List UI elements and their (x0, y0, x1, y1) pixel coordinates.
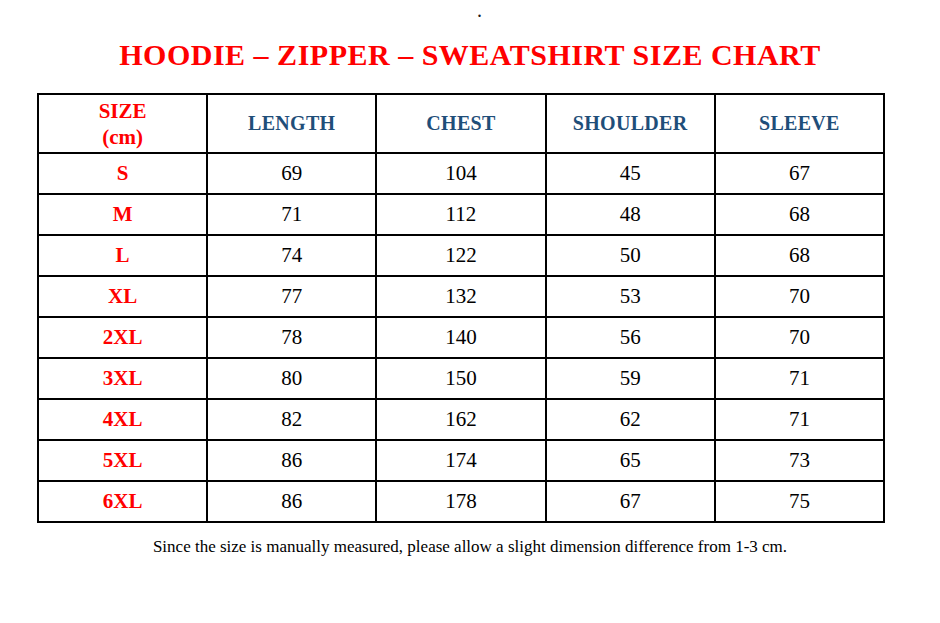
shoulder-value: 65 (546, 440, 715, 481)
shoulder-value: 67 (546, 481, 715, 522)
size-header-line2: (cm) (39, 124, 206, 150)
chest-value: 150 (376, 358, 545, 399)
size-label: 5XL (38, 440, 207, 481)
length-value: 69 (207, 153, 376, 194)
page-title: HOODIE – ZIPPER – SWEATSHIRT SIZE CHART (0, 38, 940, 72)
table-row: S 69 104 45 67 (38, 153, 884, 194)
chest-value: 104 (376, 153, 545, 194)
chest-value: 174 (376, 440, 545, 481)
chest-value: 132 (376, 276, 545, 317)
sleeve-value: 73 (715, 440, 884, 481)
shoulder-value: 62 (546, 399, 715, 440)
length-value: 71 (207, 194, 376, 235)
shoulder-value: 59 (546, 358, 715, 399)
column-header-sleeve: SLEEVE (715, 94, 884, 153)
sleeve-value: 75 (715, 481, 884, 522)
sleeve-value: 70 (715, 317, 884, 358)
length-value: 74 (207, 235, 376, 276)
size-chart-table: SIZE (cm) LENGTH CHEST SHOULDER SLEEVE S… (37, 93, 885, 523)
column-header-shoulder: SHOULDER (546, 94, 715, 153)
length-value: 77 (207, 276, 376, 317)
column-header-size: SIZE (cm) (38, 94, 207, 153)
column-header-chest: CHEST (376, 94, 545, 153)
table-row: L 74 122 50 68 (38, 235, 884, 276)
table-row: XL 77 132 53 70 (38, 276, 884, 317)
size-header-line1: SIZE (39, 98, 206, 124)
chest-value: 178 (376, 481, 545, 522)
sleeve-value: 68 (715, 194, 884, 235)
column-header-length: LENGTH (207, 94, 376, 153)
length-value: 80 (207, 358, 376, 399)
chest-value: 140 (376, 317, 545, 358)
table-header-row: SIZE (cm) LENGTH CHEST SHOULDER SLEEVE (38, 94, 884, 153)
size-label: S (38, 153, 207, 194)
sleeve-value: 71 (715, 399, 884, 440)
chest-value: 162 (376, 399, 545, 440)
table-row: 4XL 82 162 62 71 (38, 399, 884, 440)
sleeve-value: 70 (715, 276, 884, 317)
shoulder-value: 56 (546, 317, 715, 358)
table-row: 5XL 86 174 65 73 (38, 440, 884, 481)
measurement-disclaimer: Since the size is manually measured, ple… (0, 537, 940, 557)
length-value: 86 (207, 440, 376, 481)
chest-value: 112 (376, 194, 545, 235)
stray-period-mark: . (477, 0, 482, 20)
shoulder-value: 48 (546, 194, 715, 235)
size-label: 3XL (38, 358, 207, 399)
size-label: XL (38, 276, 207, 317)
shoulder-value: 45 (546, 153, 715, 194)
sleeve-value: 68 (715, 235, 884, 276)
table-row: M 71 112 48 68 (38, 194, 884, 235)
length-value: 78 (207, 317, 376, 358)
size-label: 6XL (38, 481, 207, 522)
length-value: 82 (207, 399, 376, 440)
size-label: L (38, 235, 207, 276)
length-value: 86 (207, 481, 376, 522)
size-label: M (38, 194, 207, 235)
shoulder-value: 53 (546, 276, 715, 317)
chest-value: 122 (376, 235, 545, 276)
shoulder-value: 50 (546, 235, 715, 276)
size-label: 2XL (38, 317, 207, 358)
sleeve-value: 67 (715, 153, 884, 194)
table-row: 6XL 86 178 67 75 (38, 481, 884, 522)
size-label: 4XL (38, 399, 207, 440)
table-row: 2XL 78 140 56 70 (38, 317, 884, 358)
sleeve-value: 71 (715, 358, 884, 399)
table-row: 3XL 80 150 59 71 (38, 358, 884, 399)
